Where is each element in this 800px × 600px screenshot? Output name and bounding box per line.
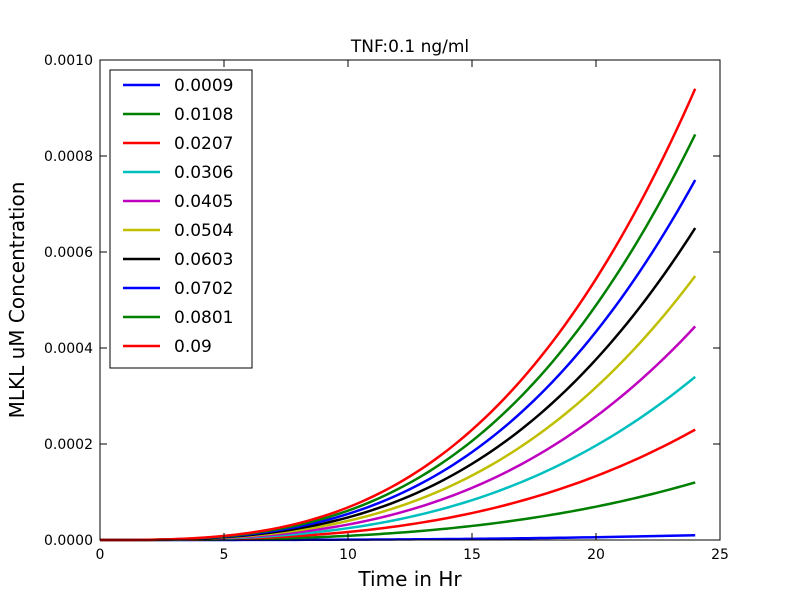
legend-label: 0.0603 [174,250,233,270]
legend-label: 0.0405 [174,192,233,212]
y-tick-label: 0.0008 [44,149,93,165]
x-tick-label: 15 [463,547,481,563]
legend-label: 0.0306 [174,163,233,183]
legend-label: 0.0108 [174,105,233,125]
y-tick-label: 0.0010 [44,53,93,69]
legend-label: 0.09 [174,337,212,357]
y-axis-label: MLKL uM Concentration [5,182,29,419]
legend-label: 0.0801 [174,308,233,328]
y-tick-label: 0.0000 [44,533,93,549]
chart-title: TNF:0.1 ng/ml [350,37,469,57]
legend-label: 0.0702 [174,279,233,299]
series-line-1 [100,481,696,542]
x-axis-label: Time in Hr [357,567,462,591]
series-line-9 [100,88,697,542]
x-tick-label: 25 [711,547,729,563]
legend-box [109,69,253,369]
legend: 0.0009 0.0108 0.0207 0.0306 0.0405 0.0504 0.06… [109,69,253,369]
legend-label: 0.0207 [174,134,233,154]
legend-label: 0.0504 [174,221,233,241]
x-tick-label: 5 [220,547,229,563]
x-tick-label: 10 [339,547,357,563]
plot-frame [99,59,721,541]
y-tick-label: 0.0006 [44,245,93,261]
series-line-3 [100,375,696,542]
y-tick-label: 0.0004 [44,341,93,357]
x-tick-label: 20 [587,547,605,563]
y-tick-label: 0.0002 [44,437,93,453]
axis-ticks: 0 5 10 15 20 25 0.0000 0.0002 0.0004 0.0006 0.0008… [44,53,729,563]
x-tick-label: 0 [96,547,105,563]
legend-label: 0.0009 [174,76,233,96]
